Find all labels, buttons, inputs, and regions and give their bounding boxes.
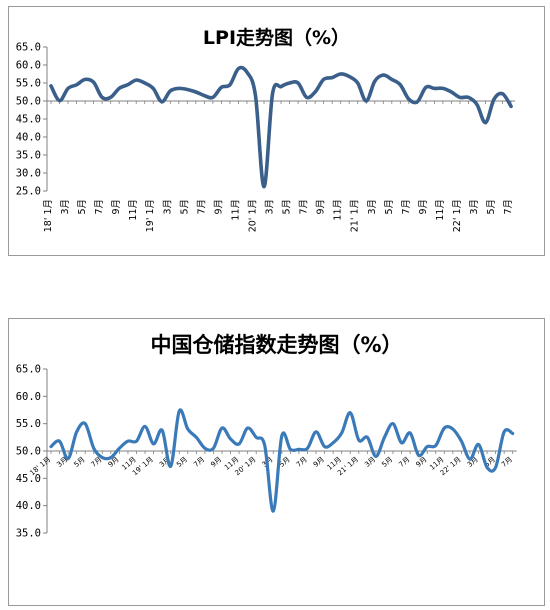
y-tick-label: 50.0 xyxy=(16,446,41,458)
x-tick-label: 20' 1月 xyxy=(247,199,258,232)
y-tick-label: 55.0 xyxy=(16,418,41,430)
y-tick-label: 30.0 xyxy=(16,168,41,180)
x-tick-label: 3月 xyxy=(367,199,378,215)
y-tick-label: 65.0 xyxy=(16,364,41,376)
x-tick-label: 7月 xyxy=(295,455,309,469)
y-tick-label: 45.0 xyxy=(16,473,41,485)
x-tick-label: 11月 xyxy=(128,199,139,221)
x-tick-label: 11月 xyxy=(230,199,241,221)
x-tick-label: 5月 xyxy=(73,455,87,469)
x-tick-label: 5月 xyxy=(384,199,395,215)
y-tick-label: 65.0 xyxy=(16,42,41,54)
x-tick-label: 9月 xyxy=(213,199,224,215)
warehouse-chart: 65.060.055.050.045.040.035.018' 1月 3月 5月 7月… xyxy=(16,364,517,540)
y-tick-label: 45.0 xyxy=(16,114,41,126)
y-tick-label: 60.0 xyxy=(16,391,41,403)
series-line xyxy=(49,65,513,189)
y-tick-label: 35.0 xyxy=(16,150,41,162)
y-tick-label: 40.0 xyxy=(16,132,41,144)
x-tick-label: 3月 xyxy=(469,199,480,215)
x-tick-label: 5月 xyxy=(282,199,293,215)
x-tick-label: 5月 xyxy=(486,199,497,215)
chart-title: 中国仓储指数走势图（%） xyxy=(150,333,403,357)
x-tick-label: 9月 xyxy=(415,455,429,469)
x-tick-label: 7月 xyxy=(401,199,412,215)
x-tick-label: 7月 xyxy=(397,455,411,469)
y-tick-label: 50.0 xyxy=(16,96,41,108)
x-tick-label: 3月 xyxy=(162,199,173,215)
lpi-chart-panel: LPI走势图（%） 65.0 60.0 55.0 50.0 45.0 40.0 35.0 30… xyxy=(8,6,545,256)
x-tick-label: 7月 xyxy=(503,199,514,215)
x-tick-label: 11月 xyxy=(435,199,446,221)
x-tick-label: 11月 xyxy=(333,199,344,221)
x-tick-label: 7月 xyxy=(196,199,207,215)
x-tick-label: 7月 xyxy=(192,455,206,469)
x-tick-label: 9月 xyxy=(418,199,429,215)
x-tick-label: 9月 xyxy=(209,455,223,469)
x-tick-label: 5月 xyxy=(175,455,189,469)
x-tick-label: 3月 xyxy=(60,199,71,215)
x-tick-label: 18' 1月 xyxy=(43,199,54,232)
y-tick-label: 25.0 xyxy=(16,186,41,198)
x-tick-label: 5月 xyxy=(380,455,394,469)
x-tick-label: 9月 xyxy=(316,199,327,215)
x-tick-label: 7月 xyxy=(94,199,105,215)
y-tick-label: 40.0 xyxy=(16,500,41,512)
x-tick-label: 5月 xyxy=(179,199,190,215)
chart-title: LPI走势图（%） xyxy=(202,27,351,49)
y-tick-label: 35.0 xyxy=(16,528,41,540)
warehouse-chart-panel: 中国仓储指数走势图（%） 65.0 60.0 55.0 50.0 45.0 40.0 35.… xyxy=(8,318,545,606)
x-tick-label: 21' 1月 xyxy=(350,199,361,232)
x-tick-label: 9月 xyxy=(111,199,122,215)
y-tick-label: 55.0 xyxy=(16,78,41,90)
y-tick-label: 60.0 xyxy=(16,60,41,72)
lpi-chart: 65.0 60.0 55.0 50.0 45.0 40.0 35.0 30.0 25.018' … xyxy=(16,42,516,232)
x-tick-label: 9月 xyxy=(312,455,326,469)
x-tick-label: 5月 xyxy=(77,199,88,215)
x-tick-label: 22' 1月 xyxy=(452,199,463,232)
x-tick-label: 3月 xyxy=(265,199,276,215)
x-tick-label: 7月 xyxy=(500,455,514,469)
x-tick-label: 19' 1月 xyxy=(145,199,156,232)
x-tick-label: 7月 xyxy=(299,199,310,215)
